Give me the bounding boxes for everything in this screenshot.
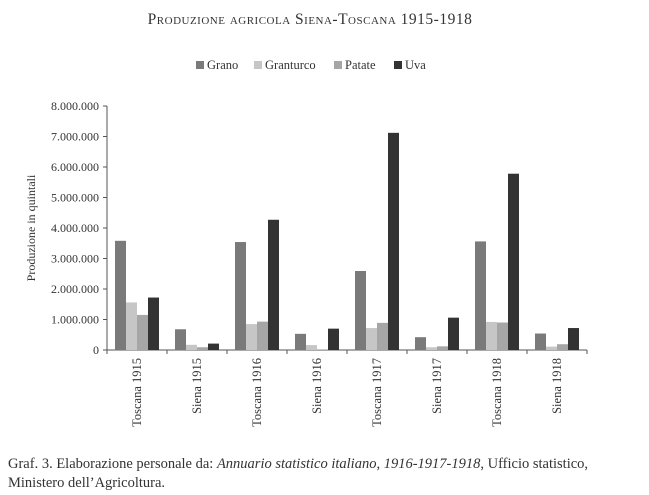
bar-patate-7	[557, 344, 568, 350]
bar-uva-0	[148, 297, 159, 350]
chart-title: Produzione agricola Siena-Toscana 1915-1…	[148, 11, 473, 28]
bar-chart: Produzione agricola Siena-Toscana 1915-1…	[24, 11, 588, 427]
bar-granturco-7	[546, 346, 557, 350]
bar-grano-1	[175, 329, 186, 350]
legend: Grano Granturco Patate Uva	[196, 58, 426, 72]
bar-granturco-1	[186, 344, 197, 350]
bar-granturco-0	[126, 302, 137, 350]
y-axis: 0 1.000.000 2.000.000 3.000.000 4.000.000 5.0…	[51, 99, 108, 357]
legend-swatch	[334, 61, 342, 69]
y-tick-label: 3.000.000	[51, 252, 99, 266]
bar-uva-7	[568, 328, 579, 350]
bar-uva-4	[388, 132, 399, 350]
y-tick-label: 5.000.000	[51, 191, 99, 205]
x-axis: Toscana 1915 Siena 1915 Toscana 1916 Siena …	[106, 349, 588, 427]
legend-entry: Patate	[345, 58, 376, 72]
bar-patate-3	[317, 349, 328, 350]
legend-swatch	[394, 61, 402, 69]
bar-granturco-5	[426, 347, 437, 350]
caption-source: Annuario statistico italiano, 1916-1917-…	[216, 456, 481, 472]
y-axis-label: Produzione in quintali	[24, 174, 38, 281]
bar-grano-6	[475, 241, 486, 350]
legend-swatch	[196, 61, 204, 69]
bar-uva-5	[448, 317, 459, 350]
y-tick-label: 1.000.000	[51, 313, 99, 327]
legend-swatch	[254, 61, 262, 69]
y-tick-label: 4.000.000	[51, 221, 99, 235]
bar-uva-6	[508, 173, 519, 350]
bar-patate-1	[197, 347, 208, 350]
bar-grano-3	[295, 333, 306, 350]
caption-prefix: Graf. 3. Elaborazione personale da:	[8, 456, 217, 472]
bar-patate-6	[497, 322, 508, 350]
bar-patate-5	[437, 346, 448, 350]
y-tick-label: 2.000.000	[51, 282, 99, 296]
bar-granturco-4	[366, 328, 377, 350]
legend-entry: Granturco	[265, 58, 316, 72]
bar-patate-2	[257, 321, 268, 350]
bar-patate-0	[137, 314, 148, 350]
bar-grano-0	[115, 240, 126, 350]
bar-uva-2	[268, 219, 279, 350]
y-tick-label: 0	[93, 343, 99, 357]
y-tick-label: 8.000.000	[51, 99, 99, 113]
x-tick-label: Toscana 1918	[490, 358, 504, 427]
y-tick-label: 6.000.000	[51, 160, 99, 174]
bar-grano-4	[355, 271, 366, 350]
bar-granturco-2	[246, 324, 257, 350]
y-tick-label: 7.000.000	[51, 130, 99, 144]
x-tick-label: Toscana 1915	[130, 358, 144, 427]
bar-granturco-6	[486, 321, 497, 350]
x-tick-label: Toscana 1917	[370, 358, 384, 427]
bar-grano-5	[415, 337, 426, 350]
bar-granturco-3	[306, 345, 317, 350]
bar-uva-1	[208, 343, 219, 350]
x-tick-label: Siena 1918	[550, 358, 564, 414]
x-tick-label: Siena 1916	[310, 358, 324, 414]
bar-uva-3	[328, 328, 339, 350]
x-tick-label: Siena 1915	[190, 358, 204, 414]
legend-entry: Uva	[405, 58, 426, 72]
figure-caption: Graf. 3. Elaborazione personale da: Annu…	[8, 455, 638, 493]
bar-grano-7	[535, 333, 546, 350]
legend-entry: Grano	[207, 58, 238, 72]
bars	[115, 132, 579, 350]
caption-suffix: , Ufficio statistico, Ministero dell’Agr…	[8, 456, 589, 491]
bar-grano-2	[235, 242, 246, 350]
bar-patate-4	[377, 322, 388, 350]
x-tick-label: Siena 1917	[430, 358, 444, 414]
x-tick-label: Toscana 1916	[250, 358, 264, 427]
